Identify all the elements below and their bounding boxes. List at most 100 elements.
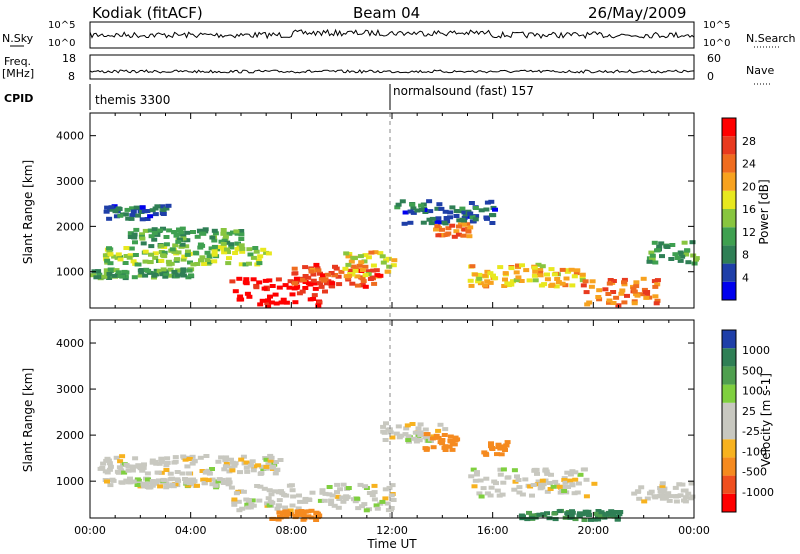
data-cell — [279, 511, 286, 516]
data-cell — [185, 477, 192, 482]
data-cell — [544, 277, 551, 282]
data-cell — [293, 276, 300, 281]
data-cell — [359, 504, 366, 509]
data-cell — [467, 278, 474, 283]
data-cell — [107, 267, 114, 272]
data-cell — [468, 201, 475, 205]
data-cell — [180, 234, 187, 239]
data-cell — [602, 512, 609, 517]
data-cell — [355, 506, 362, 511]
data-cell — [380, 260, 387, 265]
data-cell — [642, 290, 649, 295]
data-cell — [663, 244, 670, 249]
data-cell — [187, 260, 193, 265]
data-cell — [426, 199, 433, 204]
data-cell — [362, 264, 369, 269]
data-cell — [405, 438, 412, 443]
data-cell — [204, 469, 211, 474]
data-cell — [425, 434, 431, 439]
data-cell — [412, 430, 419, 435]
data-cell — [171, 249, 178, 254]
data-cell — [229, 468, 236, 473]
data-cell — [160, 477, 167, 482]
data-cell — [515, 478, 522, 482]
velocity-colorbar-swatch — [722, 330, 736, 349]
data-cell — [184, 238, 191, 243]
data-cell — [234, 231, 241, 236]
nave-tick-low: 0 — [707, 70, 714, 83]
data-cell — [447, 434, 454, 439]
data-cell — [104, 258, 111, 263]
data-cell — [654, 248, 661, 253]
data-cell — [548, 267, 555, 272]
data-cell — [636, 496, 643, 501]
data-cell — [379, 499, 386, 504]
data-cell — [184, 252, 191, 257]
data-cell — [123, 246, 130, 250]
data-cell — [574, 268, 581, 273]
data-cell — [559, 267, 566, 272]
data-cell — [251, 464, 258, 469]
data-cell — [132, 253, 139, 257]
data-cell — [429, 436, 436, 441]
data-cell — [166, 484, 173, 489]
data-cell — [152, 255, 159, 260]
data-cell — [367, 277, 374, 281]
data-cell — [231, 462, 238, 466]
y-tick-label: 4000 — [56, 337, 84, 350]
data-cell — [428, 221, 435, 226]
data-cell — [565, 268, 571, 273]
data-cell — [93, 275, 100, 280]
data-cell — [565, 485, 571, 489]
data-cell — [232, 289, 239, 294]
data-cell — [278, 300, 285, 305]
data-cell — [362, 284, 369, 289]
data-cell — [336, 282, 343, 287]
data-cell — [117, 255, 124, 260]
data-cell — [250, 468, 257, 473]
y-tick-label: 4000 — [56, 130, 84, 143]
data-cell — [646, 259, 653, 264]
data-cell — [442, 448, 449, 452]
data-cell — [535, 479, 542, 484]
data-cell — [228, 465, 235, 470]
data-cell — [233, 229, 240, 234]
data-cell — [206, 260, 213, 265]
data-cell — [236, 508, 243, 513]
data-cell — [610, 512, 617, 517]
data-cell — [492, 207, 498, 212]
data-cell — [651, 494, 658, 499]
power-colorbar-swatch — [722, 245, 736, 264]
data-cell — [135, 213, 141, 218]
data-cell — [154, 204, 161, 209]
data-cell — [596, 288, 603, 293]
data-cell — [164, 460, 171, 465]
data-cell — [107, 207, 113, 212]
data-cell — [225, 250, 231, 255]
data-cell — [209, 482, 216, 487]
data-cell — [595, 517, 602, 522]
data-cell — [238, 262, 245, 267]
data-cell — [607, 278, 614, 282]
data-cell — [489, 447, 496, 451]
data-cell — [270, 516, 277, 521]
data-cell — [159, 204, 166, 209]
data-cell — [553, 284, 560, 289]
data-cell — [371, 483, 378, 488]
data-cell — [475, 279, 482, 284]
data-cell — [282, 505, 289, 510]
data-cell — [610, 290, 617, 294]
data-cell — [205, 478, 212, 483]
data-cell — [186, 481, 193, 486]
data-cell — [559, 281, 566, 286]
data-cell — [242, 280, 249, 285]
data-cell — [228, 245, 235, 250]
data-cell — [144, 217, 151, 221]
velocity-colorbar-tick: -25 — [742, 425, 760, 438]
data-cell — [225, 477, 232, 482]
data-cell — [97, 466, 104, 471]
data-cell — [190, 262, 197, 267]
data-cell — [158, 456, 165, 461]
data-cell — [591, 481, 598, 486]
data-cell — [540, 512, 547, 517]
